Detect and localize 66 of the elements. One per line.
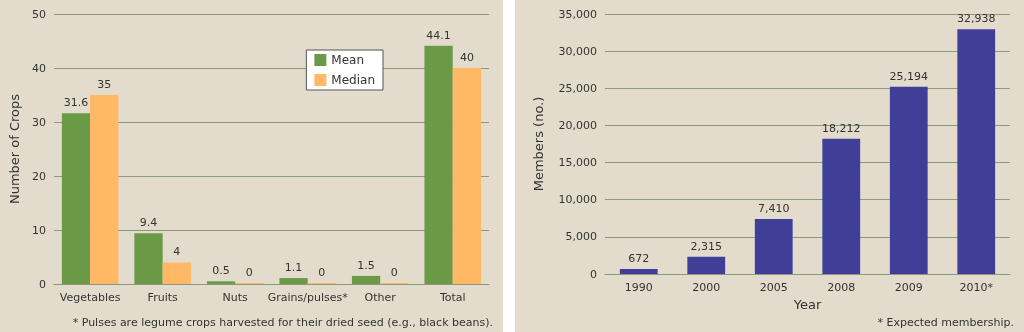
x-tick-label: 2000 [692, 281, 721, 294]
text: * Expected membership. [877, 316, 1015, 329]
data-label: 672 [628, 252, 650, 266]
data-label: 9.4 [139, 216, 158, 230]
data-label: 0 [245, 266, 253, 279]
x-tick-label: Other [364, 291, 397, 304]
bar [90, 95, 119, 284]
data-label: 2,315 [690, 239, 722, 253]
x-tick-label: 2008 [827, 281, 856, 294]
data-label: 1.1 [284, 261, 303, 275]
data-label: 31.6 [63, 96, 89, 110]
x-tick-label: Nuts [222, 291, 249, 304]
y-tick-label: 10,000 [558, 193, 597, 207]
data-label: 7,410 [758, 201, 790, 215]
data-label: 4 [173, 245, 181, 259]
x-axis-title: Year [792, 297, 822, 312]
y-tick-label: 0 [590, 267, 597, 281]
data-label: 44.1 [426, 28, 451, 42]
legend-label: Mean [331, 53, 365, 67]
bar [754, 218, 793, 274]
bar [279, 278, 308, 284]
y-tick-label: 30,000 [558, 44, 597, 58]
data-label: 0 [318, 266, 326, 279]
y-tick-label: 35,000 [558, 7, 597, 21]
bar [61, 113, 91, 284]
x-tick-label: Fruits [147, 291, 178, 304]
bar [889, 86, 928, 274]
y-tick-label: 25,000 [558, 81, 597, 95]
x-tick-label: 2009 [894, 281, 923, 294]
data-label: 0 [390, 266, 398, 279]
data-label: 18,212 [822, 121, 861, 135]
y-tick-label: 40 [31, 61, 46, 75]
data-label: 25,194 [889, 69, 928, 83]
y-tick-label: 0 [38, 277, 46, 291]
bar [452, 68, 482, 284]
y-tick-label: 5,000 [565, 230, 597, 244]
data-label: 1.5 [357, 258, 375, 272]
x-tick-label: 2005 [759, 281, 788, 294]
y-axis-title: Number of Crops [7, 93, 22, 205]
text: * Pulses are legume crops harvested for their dried seed (e.g., black beans). [72, 316, 493, 329]
bar [957, 29, 996, 274]
data-label: 40 [459, 51, 474, 64]
x-tick-label: Grains/pulses* [267, 291, 349, 304]
y-axis-title: Members (no.) [531, 96, 546, 192]
bar [687, 256, 726, 274]
data-label: 32,938 [957, 12, 996, 26]
bar [162, 262, 191, 284]
y-tick-label: 15,000 [558, 156, 597, 170]
y-tick-label: 30 [31, 115, 46, 129]
legend-label: Median [331, 73, 376, 87]
y-tick-label: 20,000 [558, 118, 597, 132]
bar [424, 45, 453, 284]
x-tick-label: 1990 [624, 281, 653, 294]
x-tick-label: Vegetables [59, 291, 121, 304]
bar [206, 281, 236, 284]
y-tick-label: 20 [31, 169, 46, 183]
data-label: 35 [97, 78, 112, 91]
bar [134, 233, 163, 284]
x-tick-label: Total [438, 291, 466, 304]
bar [822, 138, 861, 274]
data-label: 0.5 [212, 264, 230, 278]
y-tick-label: 50 [31, 7, 46, 21]
x-tick-label: 2010* [959, 281, 994, 294]
bar [619, 269, 658, 274]
y-tick-label: 10 [31, 223, 46, 237]
bar [351, 275, 381, 284]
